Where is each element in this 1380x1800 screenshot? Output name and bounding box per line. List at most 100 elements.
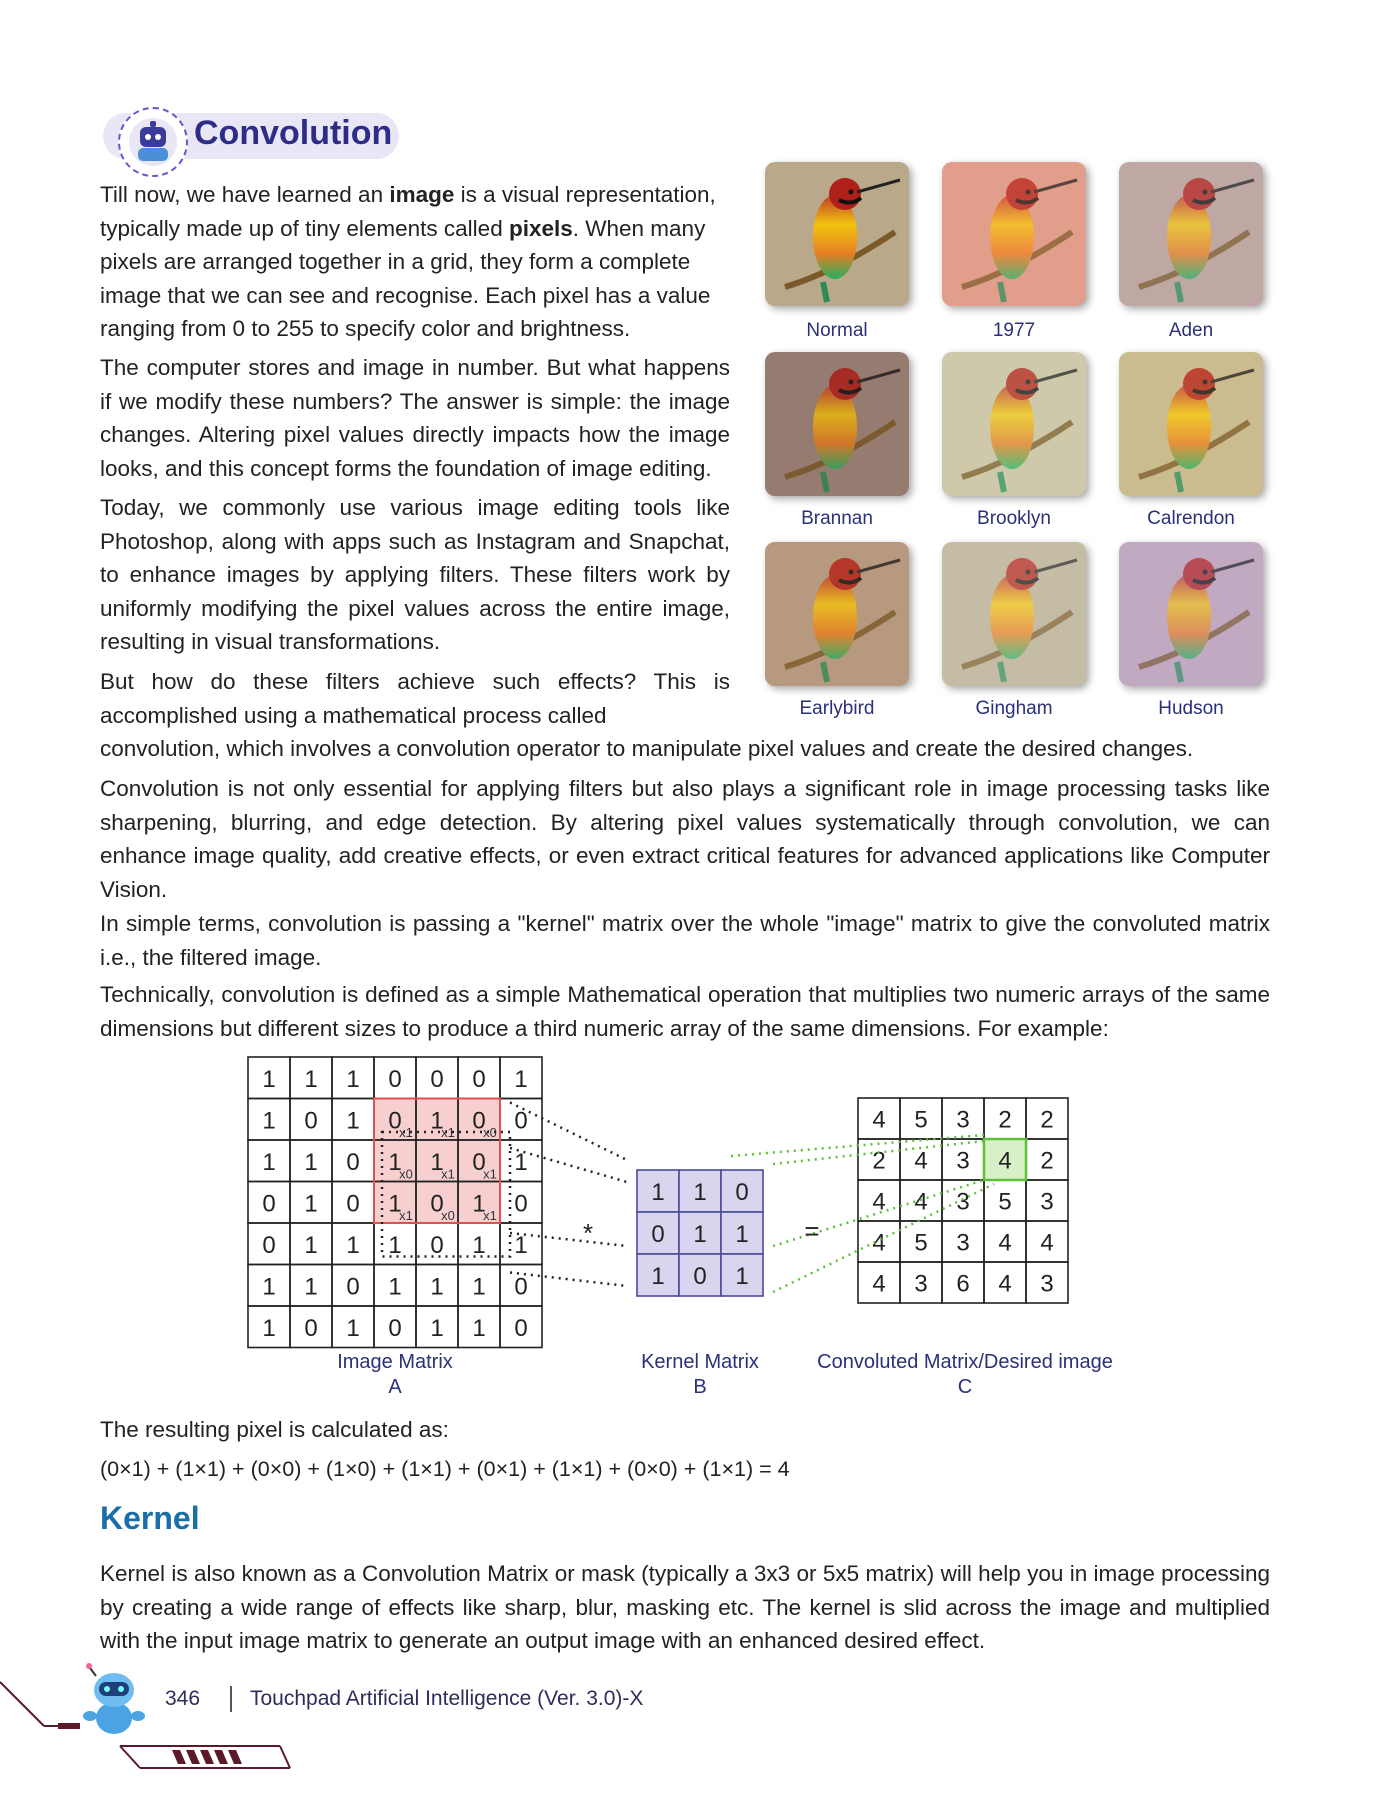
convoluted-matrix-value: 2 <box>1040 1148 1053 1175</box>
kernel-matrix-value: 1 <box>651 1263 664 1290</box>
image-matrix-value: 1 <box>472 1232 485 1259</box>
image-matrix-value: 0 <box>430 1232 443 1259</box>
paragraph-simple-terms: In simple terms, convolution is passing … <box>100 911 1270 970</box>
footer-divider <box>230 1686 232 1712</box>
intro-line: image that we can see and recognise. Eac… <box>100 279 730 313</box>
kernel-matrix-value: 1 <box>693 1179 706 1206</box>
filter-label: Calrendon <box>1147 508 1235 529</box>
image-matrix-value: 1 <box>262 1273 275 1300</box>
intro-text: pixels are arranged together in a grid, … <box>100 249 691 274</box>
connector-line <box>509 1271 628 1288</box>
kernel-matrix-value: 0 <box>651 1221 664 1248</box>
convoluted-matrix-cell <box>1025 1261 1069 1304</box>
intro-text: . When many <box>572 215 706 241</box>
kernel-matrix-cell <box>720 1169 764 1213</box>
filter-label: 1977 <box>992 320 1036 341</box>
filter-label: Hudson <box>1158 698 1224 719</box>
intro-line: typically made up of tiny elements calle… <box>100 212 730 246</box>
filter-photo <box>765 542 909 686</box>
image-matrix-value: 1 <box>262 1315 275 1342</box>
intro-text: ranging from 0 to 255 to specify color a… <box>100 316 631 341</box>
image-matrix-value: 1 <box>346 1315 359 1342</box>
convoluted-matrix-value: 2 <box>872 1148 885 1175</box>
intro-line: pixels are arranged together in a grid, … <box>100 245 730 279</box>
image-matrix-value: 1 <box>304 1273 317 1300</box>
multiplier-label: x1 <box>483 1167 497 1182</box>
result-connector-line <box>772 1178 985 1248</box>
intro-text: typically made up of tiny elements calle… <box>100 215 509 241</box>
image-matrix-value: 0 <box>262 1232 275 1259</box>
kernel-heading: Kernel <box>100 1500 200 1536</box>
filter-photo <box>1119 352 1263 496</box>
bold-term: pixels <box>508 215 573 241</box>
image-matrix-value: 0 <box>514 1107 527 1134</box>
convoluted-matrix-value: 3 <box>1040 1189 1053 1216</box>
image-matrix-value: 0 <box>430 1190 443 1217</box>
multiplier-label: x0 <box>483 1125 497 1140</box>
convoluted-matrix-value: 4 <box>914 1189 927 1216</box>
multiplier-label: x0 <box>441 1208 455 1223</box>
result-label: The resulting pixel is calculated as: <box>100 1417 449 1442</box>
multiplier-label: x1 <box>399 1125 413 1140</box>
section-title: Convolution <box>194 114 393 152</box>
filter-photo <box>942 162 1086 306</box>
image-matrix-value: 1 <box>472 1315 485 1342</box>
filter-photo <box>765 162 909 306</box>
multiplier-label: x1 <box>399 1208 413 1223</box>
convoluted-matrix-value: 4 <box>998 1230 1011 1257</box>
filter-label: Brannan <box>801 508 873 529</box>
connector-line <box>509 1101 628 1162</box>
kernel-matrix-cell <box>720 1211 764 1255</box>
kernel-matrix-label: Kernel Matrix <box>641 1351 759 1373</box>
filter-label: Aden <box>1168 320 1214 341</box>
filter-photo <box>765 352 909 496</box>
filter-label: Brooklyn <box>977 508 1051 529</box>
filter-photo <box>942 352 1086 496</box>
result-cell-highlight <box>982 1137 1028 1182</box>
image-matrix-value: 1 <box>472 1190 485 1217</box>
image-matrix-value: 0 <box>346 1190 359 1217</box>
paragraph-filters-question: But how do these filters achieve such ef… <box>100 669 730 728</box>
convoluted-matrix-value: 2 <box>1040 1107 1053 1134</box>
result-connector-line <box>772 1139 985 1166</box>
intro-text: image that we can see and recognise. Eac… <box>100 282 711 308</box>
convoluted-matrix-value: 5 <box>914 1230 927 1257</box>
multiplier-label: x1 <box>441 1167 455 1182</box>
image-matrix-value: 0 <box>514 1315 527 1342</box>
book-title: Touchpad Artificial Intelligence (Ver. 3… <box>250 1687 644 1710</box>
filter-label: Gingham <box>975 698 1053 719</box>
image-matrix-value: 1 <box>346 1107 359 1134</box>
filter-photo <box>942 542 1086 686</box>
kernel-matrix-cell <box>678 1169 722 1213</box>
convoluted-matrix-value: 4 <box>872 1107 885 1134</box>
multiplier-label: x1 <box>483 1208 497 1223</box>
paragraph-numbers: The computer stores and image in number.… <box>100 355 730 481</box>
image-matrix-value: 0 <box>304 1107 317 1134</box>
filter-label: Normal <box>806 320 868 341</box>
image-matrix-value: 0 <box>304 1315 317 1342</box>
image-matrix-value: 0 <box>262 1190 275 1217</box>
image-matrix-label: Image Matrix <box>337 1351 453 1373</box>
image-matrix-value: 1 <box>514 1232 527 1259</box>
convoluted-matrix-value: 3 <box>914 1271 927 1298</box>
image-matrix-value: 1 <box>388 1232 401 1259</box>
kernel-matrix-value: 1 <box>651 1179 664 1206</box>
kernel-matrix-cell <box>678 1211 722 1255</box>
convoluted-matrix-value: 6 <box>956 1271 969 1298</box>
intro-line: Till now, we have learned an image is a … <box>100 178 730 212</box>
footer-decoration <box>0 1681 291 1769</box>
paragraph-definition: Technically, convolution is defined as a… <box>100 982 1270 1041</box>
multiplier-label: x0 <box>399 1167 413 1182</box>
convoluted-matrix-value: 5 <box>998 1189 1011 1216</box>
convoluted-matrix-value: 3 <box>1040 1271 1053 1298</box>
convoluted-matrix-value: 3 <box>956 1107 969 1134</box>
intro-paragraph: Till now, we have learned an image is a … <box>100 178 730 346</box>
image-matrix-value: 0 <box>430 1066 443 1093</box>
image-matrix-value: 1 <box>514 1066 527 1093</box>
kernel-matrix-value: 0 <box>735 1179 748 1206</box>
image-matrix-value: 1 <box>304 1066 317 1093</box>
kernel-matrix-cell <box>720 1253 764 1297</box>
image-matrix-value: 1 <box>346 1066 359 1093</box>
kernel-matrix-letter: B <box>693 1376 706 1398</box>
convoluted-matrix-value: 4 <box>872 1189 885 1216</box>
